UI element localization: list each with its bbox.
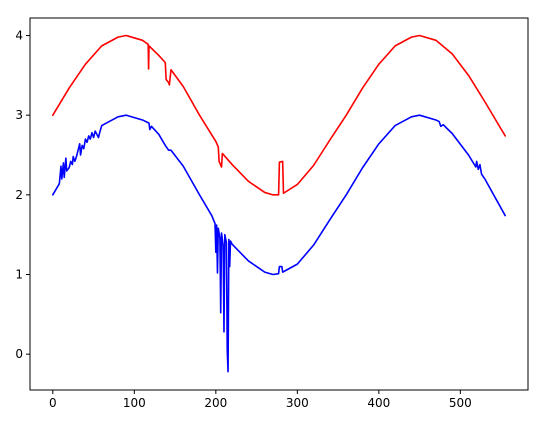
x-tick-label-500: 500 [449,396,472,410]
y-tick-label-4: 4 [15,29,23,43]
x-tick-label-0: 0 [49,396,57,410]
series-line-1 [52,34,506,196]
x-tick-label-400: 400 [367,396,390,410]
x-tick-label-300: 300 [286,396,309,410]
y-tick-label-0: 0 [15,347,23,361]
y-tick-label-3: 3 [15,108,23,122]
x-tick-label-200: 200 [204,396,227,410]
y-tick-label-1: 1 [15,267,23,281]
axes-layer: 0 100 200 300 400 500 0 1 2 3 4 [15,17,529,410]
series-line-2 [52,114,506,373]
y-tick-label-2: 2 [15,188,23,202]
series-layer [52,34,506,373]
plot-area [30,18,528,390]
plot-background [30,18,528,390]
x-tick-label-100: 100 [123,396,146,410]
axes-frame [29,17,529,391]
